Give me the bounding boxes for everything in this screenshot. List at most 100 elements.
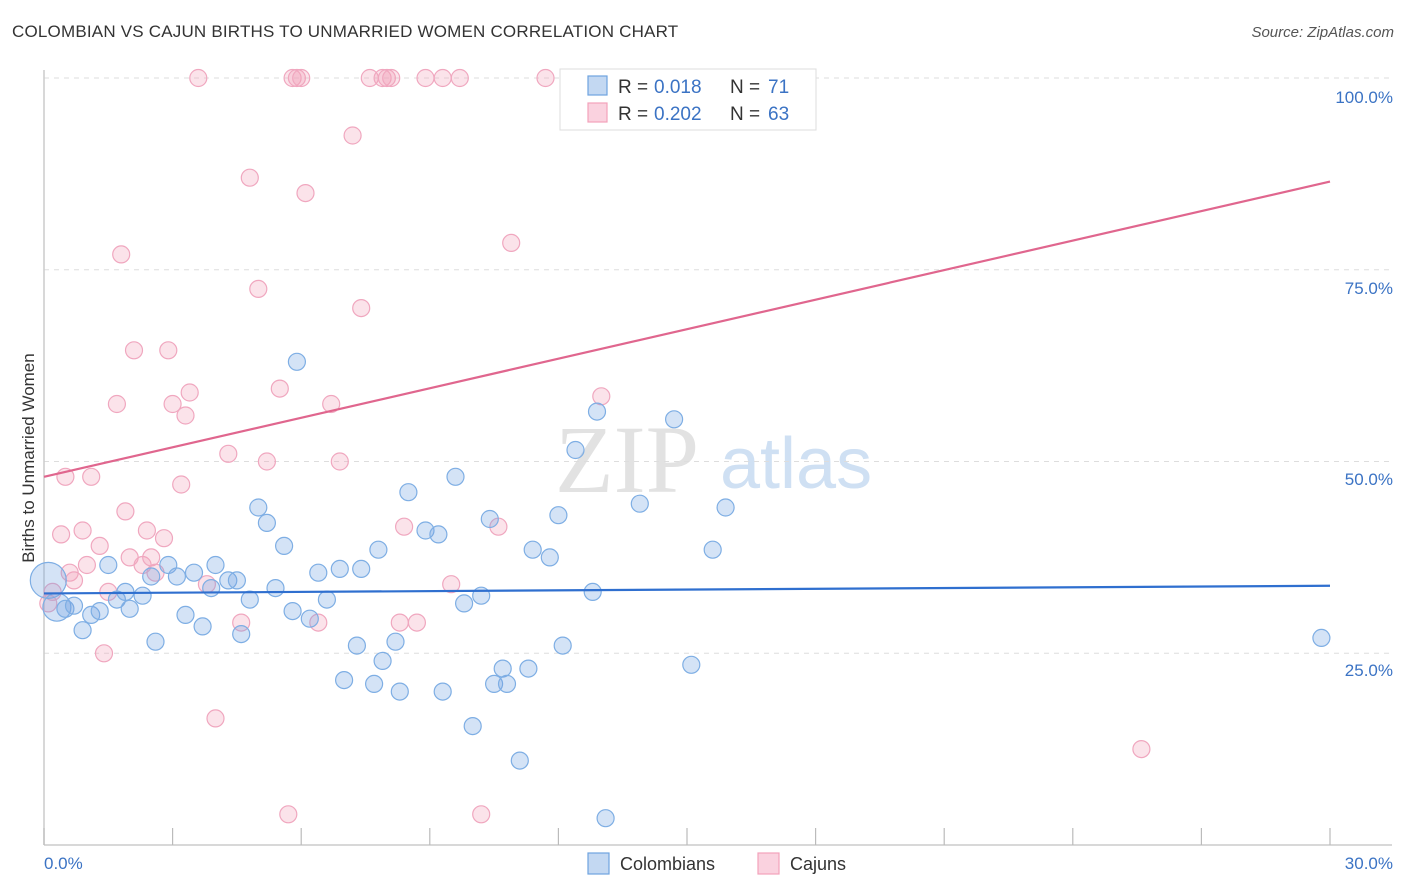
- colombian-point: [146, 632, 165, 651]
- colombian-point: [553, 636, 572, 655]
- colombian-point: [287, 352, 306, 371]
- colombian-point: [390, 682, 409, 701]
- colombian-point: [73, 621, 92, 640]
- legend-n-label-cajuns: N =: [730, 104, 760, 125]
- cajun-point: [90, 536, 109, 556]
- colombian-point: [1312, 628, 1331, 648]
- source-label: Source: ZipAtlas.com: [1251, 24, 1394, 41]
- cajun-point: [309, 613, 328, 632]
- colombian-point: [227, 571, 246, 590]
- cajun-point: [395, 517, 414, 536]
- legend-swatch-colombians: [587, 75, 608, 96]
- colombian-point: [266, 578, 285, 598]
- colombian-point: [446, 467, 465, 486]
- cajun-point: [407, 613, 426, 632]
- cajun-point: [287, 68, 306, 88]
- colombian-point: [682, 655, 701, 674]
- cajun-point: [82, 467, 101, 486]
- colombian-point: [630, 494, 649, 513]
- colombian-point: [352, 559, 371, 579]
- cajun-point: [180, 383, 199, 402]
- colombian-point: [90, 601, 109, 621]
- cajun-point: [292, 68, 311, 88]
- colombian-point: [716, 498, 735, 517]
- colombian-point: [240, 590, 259, 609]
- colombian-point: [335, 670, 354, 690]
- colombian-point: [386, 632, 405, 651]
- colombian-point: [703, 540, 722, 559]
- cajun-point: [450, 68, 469, 88]
- cajun-point: [163, 394, 182, 414]
- colombian-point: [99, 555, 118, 575]
- cajun-point: [189, 68, 208, 88]
- colombian-point: [485, 674, 504, 694]
- cajun-point: [240, 168, 259, 187]
- legend-r-label-colombians: R =: [618, 77, 648, 98]
- cajuns-trend-line: [43, 180, 1331, 478]
- colombian-point: [523, 540, 542, 559]
- cajun-point: [107, 394, 127, 414]
- colombian-point: [283, 601, 302, 621]
- cajun-point: [382, 68, 401, 88]
- colombian-point: [596, 809, 615, 828]
- cajun-point: [172, 475, 191, 494]
- colombian-point: [519, 659, 538, 678]
- chart-title: COLOMBIAN VS CAJUN BIRTHS TO UNMARRIED W…: [12, 22, 679, 41]
- x-tick-label-max: 30.0%: [1345, 854, 1393, 873]
- cajun-point: [39, 594, 58, 613]
- colombian-point: [463, 716, 482, 736]
- cajun-point: [1132, 739, 1151, 759]
- colombian-point: [206, 555, 225, 575]
- colombian-point: [275, 536, 294, 556]
- legend-n-label-colombians: N =: [730, 77, 760, 98]
- colombian-point: [309, 563, 328, 582]
- cajun-point: [124, 341, 144, 360]
- cajun-point: [159, 341, 178, 360]
- colombian-point: [510, 751, 529, 770]
- trend-lines: [43, 180, 1331, 595]
- colombian-point: [664, 410, 684, 429]
- cajun-point: [94, 644, 114, 663]
- colombian-point: [193, 617, 212, 636]
- colombian-point: [317, 590, 336, 609]
- colombian-point: [232, 624, 251, 644]
- x-axis-ticks: [43, 828, 1331, 845]
- cajun-point: [502, 233, 521, 252]
- cajun-point: [73, 521, 92, 540]
- colombian-point: [365, 674, 384, 694]
- cajun-point: [77, 555, 97, 575]
- colombian-point: [566, 440, 585, 460]
- cajun-point: [536, 68, 555, 88]
- cajun-point: [377, 68, 396, 88]
- legend-n-value-colombians: 71: [768, 77, 789, 98]
- colombian-point: [347, 636, 366, 655]
- y-tick-labels: 25.0% 50.0% 75.0% 100.0%: [1335, 88, 1393, 680]
- gridlines: [44, 77, 1392, 654]
- colombian-point: [399, 483, 418, 502]
- data-points: [29, 68, 1331, 828]
- colombian-point: [497, 674, 517, 694]
- cajun-point: [472, 805, 491, 824]
- y-tick-label-50: 50.0%: [1345, 470, 1393, 489]
- cajun-point: [116, 502, 135, 521]
- colombian-point: [330, 559, 349, 579]
- cajun-point: [137, 521, 156, 540]
- cajun-point: [249, 279, 268, 298]
- cajun-point: [270, 379, 289, 398]
- cajun-point: [390, 613, 409, 632]
- colombian-point: [373, 651, 392, 671]
- colombian-point: [587, 402, 607, 421]
- cajun-point: [279, 805, 298, 824]
- cajun-point: [112, 245, 131, 264]
- y-axis-title: Births to Unmarried Women: [19, 353, 38, 562]
- cajun-point: [442, 575, 461, 594]
- legend-r-value-cajuns: 0.202: [654, 104, 702, 125]
- y-tick-label-25: 25.0%: [1345, 661, 1393, 680]
- y-tick-label-100: 100.0%: [1335, 88, 1393, 107]
- colombian-point: [300, 609, 319, 628]
- colombian-point: [249, 498, 268, 517]
- colombian-point: [540, 548, 559, 567]
- cajun-point: [433, 68, 452, 88]
- colombian-point: [480, 509, 499, 529]
